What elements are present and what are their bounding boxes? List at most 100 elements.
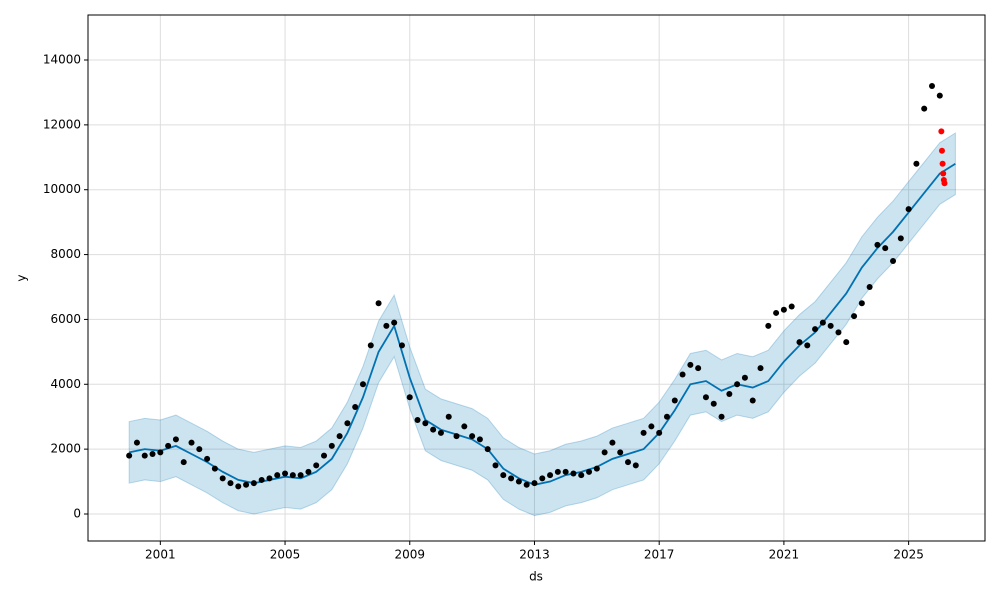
data-point [939, 160, 946, 167]
x-tick-label: 2017 [644, 548, 675, 562]
data-point [640, 429, 647, 436]
data-point [897, 235, 904, 242]
data-point [165, 442, 172, 449]
data-point [297, 472, 304, 479]
data-point [453, 433, 460, 440]
data-point [188, 439, 195, 446]
data-point [422, 420, 429, 427]
data-point [406, 394, 413, 401]
data-point [718, 413, 725, 420]
data-point [133, 439, 140, 446]
data-point [414, 416, 421, 423]
y-tick-label: 2000 [50, 442, 81, 456]
data-point [219, 475, 226, 482]
data-point [734, 381, 741, 388]
data-point [928, 82, 935, 89]
data-point [352, 403, 359, 410]
data-point [282, 470, 289, 477]
data-point [851, 313, 858, 320]
data-point [383, 322, 390, 329]
data-point [812, 326, 819, 333]
data-point [780, 306, 787, 313]
data-point [204, 455, 211, 462]
data-point [547, 472, 554, 479]
data-point [578, 472, 585, 479]
x-tick-label: 2013 [519, 548, 550, 562]
data-point [258, 476, 265, 483]
data-point [941, 180, 948, 187]
data-point [882, 245, 889, 252]
data-point [648, 423, 655, 430]
data-point [492, 462, 499, 469]
data-point [940, 170, 947, 177]
data-point [617, 449, 624, 456]
x-tick-label: 2005 [270, 548, 301, 562]
data-point [936, 92, 943, 99]
data-point [671, 397, 678, 404]
data-point [593, 465, 600, 472]
data-point [180, 459, 187, 466]
data-point [289, 472, 296, 479]
data-point [430, 426, 437, 433]
data-point [586, 468, 593, 475]
data-point [749, 397, 756, 404]
data-point [874, 241, 881, 248]
data-point [305, 468, 312, 475]
data-point [243, 481, 250, 488]
data-point [515, 478, 522, 485]
data-point [913, 160, 920, 167]
y-tick-label: 14000 [43, 53, 81, 67]
uncertainty-band [128, 132, 956, 517]
y-tick-label: 10000 [43, 182, 81, 196]
y-tick-label: 0 [73, 506, 81, 520]
data-point [765, 322, 772, 329]
data-point [570, 470, 577, 477]
data-point [484, 446, 491, 453]
x-tick-label: 2009 [394, 548, 425, 562]
data-point [663, 413, 670, 420]
data-point [235, 483, 242, 490]
y-tick-label: 8000 [50, 247, 81, 261]
data-point [500, 472, 507, 479]
data-point [827, 322, 834, 329]
data-point [328, 442, 335, 449]
data-point [554, 468, 561, 475]
data-point [227, 480, 234, 487]
data-point [938, 147, 945, 154]
data-point [250, 480, 257, 487]
data-point [866, 283, 873, 290]
data-point [609, 439, 616, 446]
data-point [804, 342, 811, 349]
data-point [196, 446, 203, 453]
data-point [632, 462, 639, 469]
data-point [126, 452, 133, 459]
data-point [461, 423, 468, 430]
data-point [274, 472, 281, 479]
x-tick-label: 2021 [769, 548, 800, 562]
data-point [321, 452, 328, 459]
data-point [437, 429, 444, 436]
data-point [819, 319, 826, 326]
data-point [796, 339, 803, 346]
data-point [359, 381, 366, 388]
data-point [367, 342, 374, 349]
data-point [625, 459, 632, 466]
data-point [336, 433, 343, 440]
data-point [702, 394, 709, 401]
x-tick-label: 2001 [145, 548, 176, 562]
data-point [741, 374, 748, 381]
data-point [141, 452, 148, 459]
data-point [539, 475, 546, 482]
data-point [890, 258, 897, 265]
data-point [679, 371, 686, 378]
data-point [375, 300, 382, 307]
data-point [938, 128, 945, 135]
x-tick-label: 2025 [893, 548, 924, 562]
data-point [476, 436, 483, 443]
data-point [266, 475, 273, 482]
y-tick-label: 12000 [43, 117, 81, 131]
data-point [726, 391, 733, 398]
data-point [211, 465, 218, 472]
data-point [445, 413, 452, 420]
data-point [757, 365, 764, 372]
